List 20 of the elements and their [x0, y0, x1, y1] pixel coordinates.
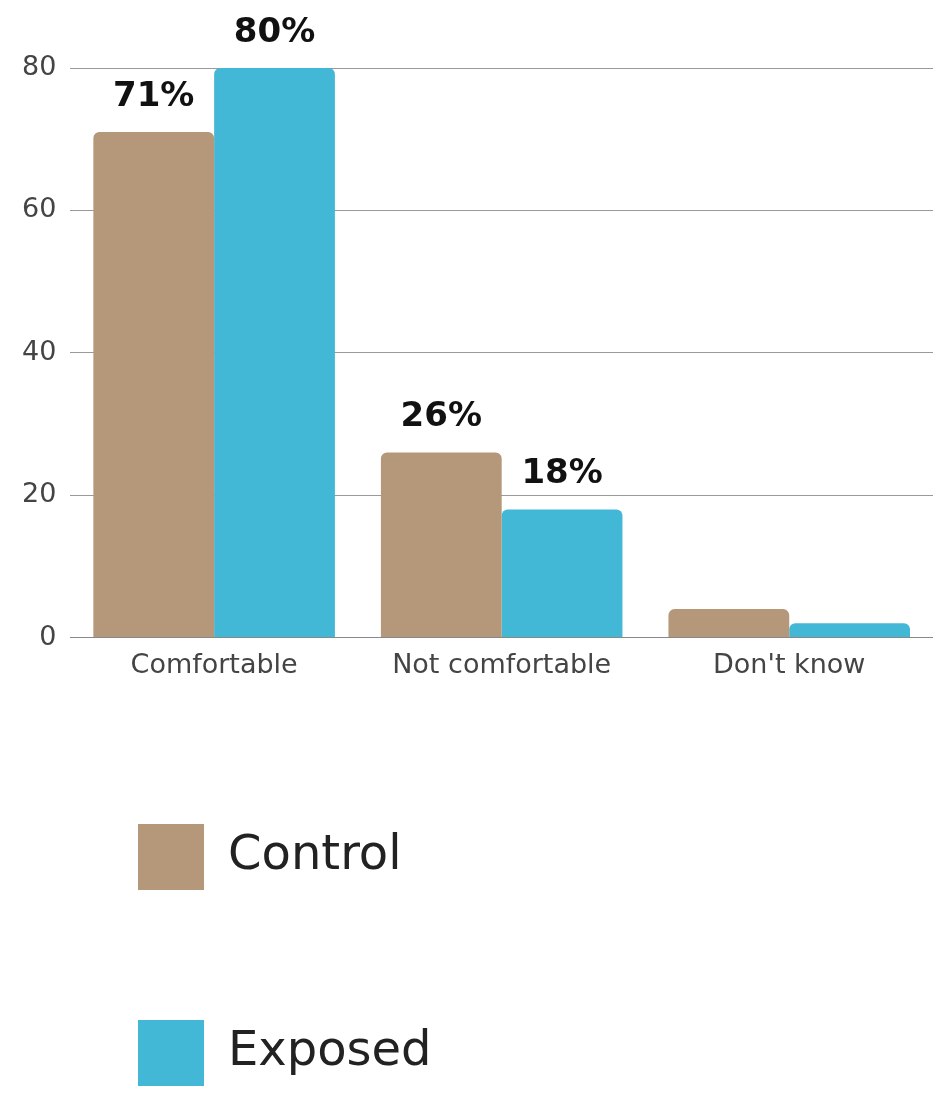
y-tick-label: 20 — [22, 477, 57, 509]
x-tick-label: Not comfortable — [392, 647, 612, 679]
bar — [789, 623, 910, 638]
x-tick-label: Comfortable — [130, 647, 298, 679]
data-label: 80% — [233, 9, 316, 50]
y-tick-label: 0 — [39, 619, 57, 651]
data-label: 18% — [521, 451, 603, 492]
bar — [214, 68, 335, 638]
bar — [668, 609, 790, 638]
y-tick-label: 80 — [22, 50, 57, 82]
bar — [93, 132, 215, 638]
y-tick-label: 40 — [22, 334, 57, 366]
data-label: 26% — [400, 394, 482, 435]
x-tick-label: Don't know — [713, 647, 866, 679]
y-tick-label: 60 — [22, 192, 57, 224]
legend-label: Control — [228, 824, 402, 881]
bar — [380, 452, 502, 638]
legend-label: Exposed — [228, 1020, 432, 1077]
bar — [501, 509, 623, 638]
data-label: 71% — [113, 73, 195, 114]
